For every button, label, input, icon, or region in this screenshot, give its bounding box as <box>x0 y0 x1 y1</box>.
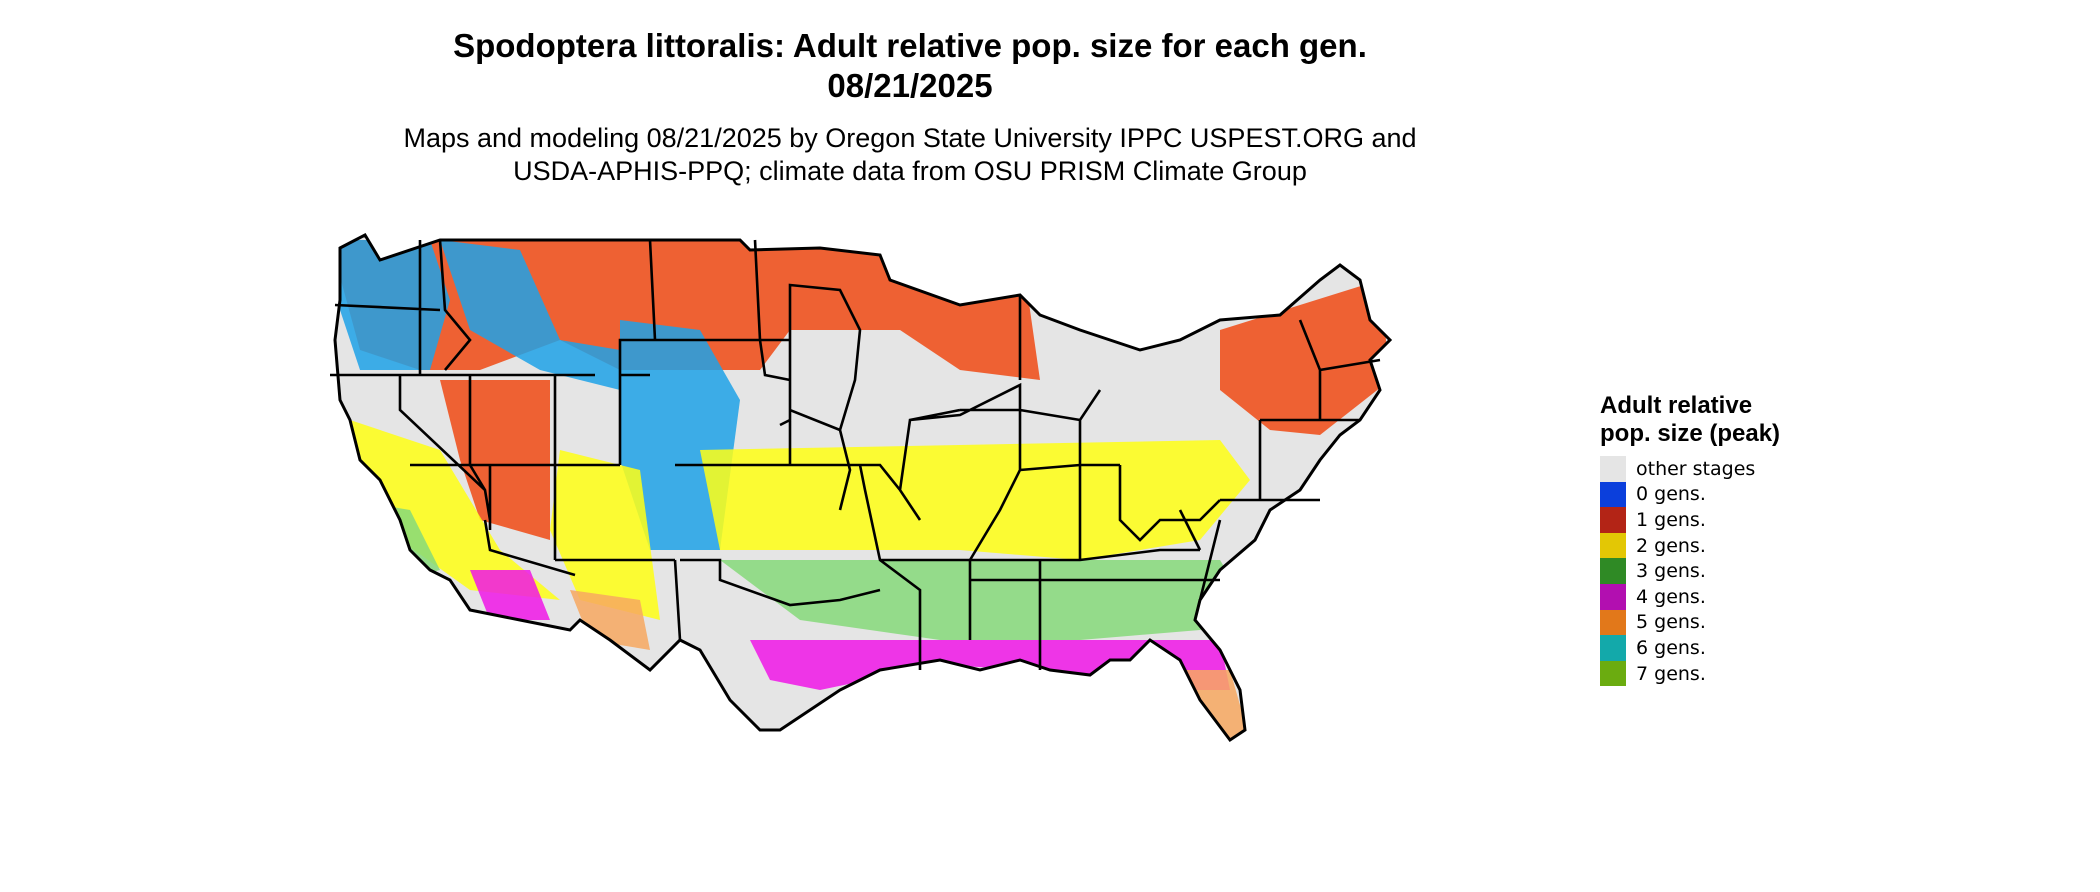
title-line-2: 08/21/2025 <box>827 67 993 104</box>
legend-label: other stages <box>1636 457 1756 480</box>
map-title: Spodoptera littoralis: Adult relative po… <box>0 26 1820 106</box>
legend-item: 4 gens. <box>1600 583 1900 610</box>
us-generations-map <box>330 233 1393 743</box>
legend-title: Adult relative pop. size (peak) <box>1600 392 1781 447</box>
legend-item: 1 gens. <box>1600 507 1900 533</box>
us-outline <box>333 233 1393 743</box>
gen2-region-central <box>700 440 1250 560</box>
gen4-region-desert <box>470 570 550 620</box>
map-legend: Adult relative pop. size (peak) other st… <box>1600 392 1900 687</box>
legend-label: 3 gens. <box>1636 560 1706 583</box>
gen5-region-florida <box>1180 670 1250 740</box>
legend-item: 7 gens. <box>1600 660 1900 687</box>
legend-swatch <box>1600 558 1626 584</box>
gen1-region-west <box>440 380 550 540</box>
legend-label: 0 gens. <box>1636 483 1706 506</box>
legend-item: 3 gens. <box>1600 558 1900 584</box>
legend-swatch <box>1600 635 1626 661</box>
legend-swatch <box>1600 507 1626 533</box>
map-subtitle: Maps and modeling 08/21/2025 by Oregon S… <box>0 122 1820 188</box>
legend-label: 6 gens. <box>1636 636 1706 659</box>
legend-label: 7 gens. <box>1636 662 1706 685</box>
legend-item: 6 gens. <box>1600 635 1900 661</box>
legend-label: 1 gens. <box>1636 508 1706 531</box>
legend-label: 2 gens. <box>1636 534 1706 557</box>
legend-item: 5 gens. <box>1600 609 1900 636</box>
gen6-region-texas <box>840 690 880 740</box>
subtitle-line-1: Maps and modeling 08/21/2025 by Oregon S… <box>403 123 1417 153</box>
legend-swatch <box>1600 532 1626 559</box>
legend-item: 2 gens. <box>1600 532 1900 559</box>
title-line-1: Spodoptera littoralis: Adult relative po… <box>453 27 1367 64</box>
legend-label: 5 gens. <box>1636 611 1706 634</box>
subtitle-line-2: USDA-APHIS-PPQ; climate data from OSU PR… <box>513 156 1307 186</box>
legend-swatch <box>1600 609 1626 636</box>
legend-item: 0 gens. <box>1600 481 1900 508</box>
gen1-region-northeast <box>1220 280 1390 435</box>
legend-label: 4 gens. <box>1636 585 1706 608</box>
legend-item: other stages <box>1600 456 1900 482</box>
legend-swatch <box>1600 456 1626 482</box>
legend-items: other stages 0 gens. 1 gens. 2 gens. 3 gens.… <box>1600 456 1900 687</box>
legend-swatch <box>1600 660 1626 687</box>
gen0-region-northwest <box>340 240 450 370</box>
legend-swatch <box>1600 481 1626 508</box>
state-borders <box>330 239 1381 670</box>
gen2-region-southwest <box>550 450 660 620</box>
gen2-region-california <box>350 420 560 600</box>
gen0-region-idaho <box>440 240 620 390</box>
gen4-region-gulf <box>750 640 1230 690</box>
legend-swatch <box>1600 583 1626 610</box>
